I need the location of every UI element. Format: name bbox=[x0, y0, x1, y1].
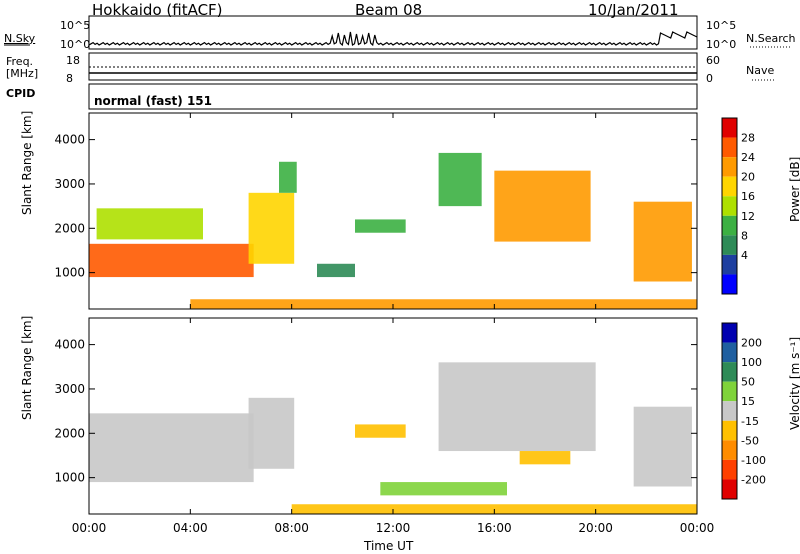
power-echo-region bbox=[317, 263, 355, 278]
velocity-y-axis-label: Slant Range [km] bbox=[20, 315, 34, 420]
power-colorbar-swatch bbox=[722, 274, 737, 294]
velocity-ytick-label: 3000 bbox=[54, 382, 85, 396]
power-colorbar-swatch bbox=[722, 254, 737, 275]
power-colorbar-tick: 8 bbox=[741, 229, 748, 242]
x-tick-label: 20:00 bbox=[578, 521, 613, 535]
velocity-colorbar-tick: 50 bbox=[741, 376, 755, 389]
date-title: 10/Jan/2011 bbox=[588, 1, 679, 19]
power-ytick-label: 3000 bbox=[54, 177, 85, 191]
velocity-colorbar-tick: -200 bbox=[741, 473, 766, 486]
velocity-colorbar-swatch bbox=[722, 381, 737, 402]
power-colorbar-swatch bbox=[722, 196, 737, 216]
freq-label-line2: [MHz] bbox=[6, 67, 39, 80]
power-echo-region bbox=[355, 219, 406, 233]
velocity-colorbar-swatch bbox=[722, 362, 737, 382]
nave-label: Nave bbox=[746, 64, 775, 77]
nave-tick-high: 60 bbox=[706, 54, 720, 67]
x-tick-label: 00:00 bbox=[680, 521, 715, 535]
nsky-tick-low: 10^0 bbox=[60, 38, 91, 51]
power-colorbar-tick: 24 bbox=[741, 151, 755, 164]
power-echo-region bbox=[279, 161, 297, 193]
power-echo-region bbox=[96, 208, 203, 240]
velocity-colorbar-swatch bbox=[722, 323, 737, 343]
power-colorbar-tick: 20 bbox=[741, 171, 755, 184]
freq-tick-low: 8 bbox=[66, 72, 73, 85]
velocity-colorbar-tick: -15 bbox=[741, 415, 759, 428]
velocity-colorbar-swatch bbox=[722, 420, 737, 441]
power-echo-region bbox=[248, 192, 295, 264]
nsky-tick-high: 10^5 bbox=[60, 19, 91, 32]
power-echo-region bbox=[190, 299, 698, 309]
cpid-program: normal (fast) 151 bbox=[94, 94, 212, 108]
power-ytick-label: 2000 bbox=[54, 221, 85, 235]
power-colorbar-tick: 4 bbox=[741, 249, 748, 262]
velocity-colorbar-swatch bbox=[722, 479, 737, 499]
velocity-colorbar-label: Velocity [m s⁻¹] bbox=[788, 336, 800, 430]
nave-tick-low: 0 bbox=[706, 72, 713, 85]
velocity-colorbar-swatch bbox=[722, 401, 737, 421]
velocity-colorbar-tick: 200 bbox=[741, 337, 762, 350]
velocity-colorbar-tick: -50 bbox=[741, 434, 759, 447]
velocity-ytick-label: 1000 bbox=[54, 471, 85, 485]
velocity-colorbar-tick: -100 bbox=[741, 454, 766, 467]
station-title: Hokkaido (fitACF) bbox=[92, 1, 223, 19]
nsearch-label: N.Search bbox=[746, 32, 796, 45]
power-y-axis-label: Slant Range [km] bbox=[20, 110, 34, 215]
cpid-panel-frame bbox=[88, 83, 698, 110]
x-tick-label: 12:00 bbox=[376, 521, 411, 535]
x-tick-label: 04:00 bbox=[173, 521, 208, 535]
nsearch-tick-high: 10^5 bbox=[706, 19, 737, 32]
power-colorbar-tick: 12 bbox=[741, 210, 755, 223]
velocity-echo-region bbox=[633, 406, 692, 487]
velocity-colorbar-swatch bbox=[722, 440, 737, 460]
x-axis-label: Time UT bbox=[364, 539, 414, 553]
nsky-trace bbox=[88, 31, 698, 47]
power-colorbar-swatch bbox=[722, 137, 737, 158]
power-colorbar-swatch bbox=[722, 118, 737, 138]
cpid-label: CPID bbox=[6, 87, 36, 100]
x-tick-label: 00:00 bbox=[72, 521, 107, 535]
freq-tick-high: 18 bbox=[66, 54, 80, 67]
power-ytick-label: 1000 bbox=[54, 266, 85, 280]
velocity-colorbar-swatch bbox=[722, 459, 737, 480]
nsky-label: N.Sky bbox=[4, 32, 36, 45]
power-colorbar-label: Power [dB] bbox=[788, 156, 800, 222]
velocity-echo-region bbox=[248, 397, 295, 469]
power-colorbar-swatch bbox=[722, 215, 737, 236]
power-echo-region bbox=[633, 201, 692, 282]
x-tick-label: 08:00 bbox=[274, 521, 309, 535]
power-colorbar-swatch bbox=[722, 157, 737, 177]
freq-label-line1: Freq. bbox=[6, 55, 34, 68]
velocity-colorbar-tick: 15 bbox=[741, 395, 755, 408]
velocity-ytick-label: 2000 bbox=[54, 426, 85, 440]
power-colorbar-tick: 16 bbox=[741, 190, 755, 203]
power-echo-region bbox=[89, 243, 254, 278]
velocity-ytick-label: 4000 bbox=[54, 338, 85, 352]
velocity-echo-region bbox=[355, 424, 406, 438]
velocity-echo-region bbox=[89, 413, 254, 483]
velocity-colorbar-frame bbox=[721, 322, 738, 500]
power-ytick-label: 4000 bbox=[54, 133, 85, 147]
power-colorbar-frame bbox=[721, 117, 738, 295]
power-colorbar-swatch bbox=[722, 176, 737, 197]
nsearch-tick-low: 10^0 bbox=[706, 38, 737, 51]
velocity-echo-region bbox=[438, 362, 596, 452]
velocity-colorbar-tick: 100 bbox=[741, 356, 762, 369]
beam-title: Beam 08 bbox=[355, 1, 423, 19]
velocity-echo-region bbox=[380, 482, 507, 496]
velocity-colorbar-swatch bbox=[722, 342, 737, 363]
power-colorbar-swatch bbox=[722, 235, 737, 255]
power-colorbar-tick: 28 bbox=[741, 132, 755, 145]
power-echo-region bbox=[494, 170, 591, 242]
velocity-echo-region bbox=[519, 451, 571, 465]
nsky-panel-frame bbox=[88, 15, 698, 50]
power-echo-region bbox=[438, 152, 482, 207]
x-tick-label: 16:00 bbox=[477, 521, 512, 535]
